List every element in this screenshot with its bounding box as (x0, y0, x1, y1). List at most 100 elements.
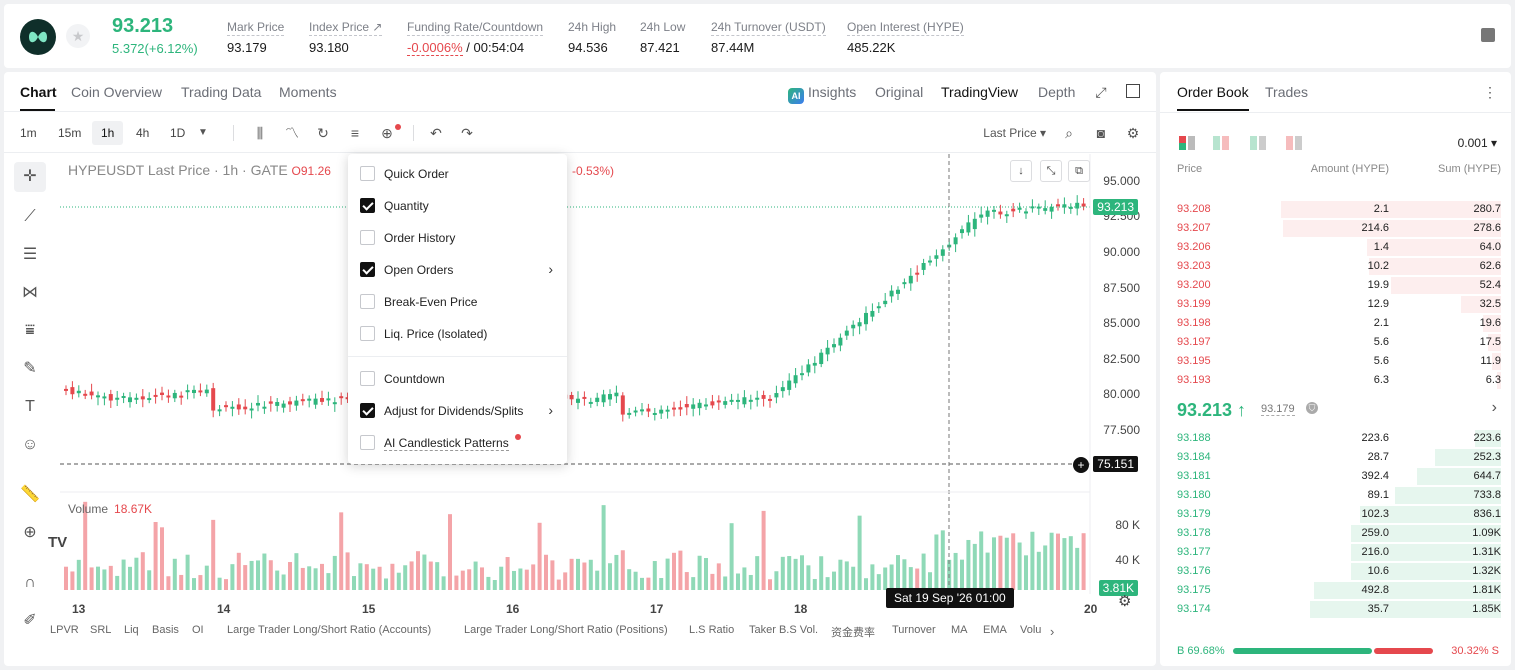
book-icon[interactable] (1481, 28, 1495, 42)
add-icon[interactable]: ⊕ (381, 125, 393, 141)
view-insights[interactable]: AI Insights (788, 84, 856, 104)
date-axis[interactable]: 13 14 15 16 17 18 20 (72, 602, 1098, 616)
bid-row[interactable]: 93.176 10.6 1.32K (1160, 562, 1511, 581)
magnet-icon[interactable]: ∩ (24, 574, 36, 591)
price-type-select[interactable]: Last Price ▾ (983, 126, 1046, 140)
tf-1h[interactable]: 1h (92, 121, 124, 145)
bid-row[interactable]: 93.174 35.7 1.85K (1160, 600, 1511, 619)
gear-icon[interactable]: ⚙ (1126, 125, 1140, 141)
tf-1d[interactable]: 1D (170, 126, 186, 140)
tab-chart[interactable]: Chart (20, 84, 57, 100)
ask-row[interactable]: 93.195 5.6 11.9 (1160, 352, 1511, 371)
camera-icon[interactable]: ◙ (1096, 125, 1106, 141)
window-icon[interactable] (1126, 84, 1140, 98)
maximize-icon[interactable]: ⧉ (1068, 160, 1090, 182)
candle (160, 392, 164, 396)
chevron-right-icon[interactable]: › (1491, 399, 1497, 416)
bids-view-icon[interactable] (1250, 136, 1266, 150)
bid-row[interactable]: 93.188 223.6 223.6 (1160, 429, 1511, 448)
bid-row[interactable]: 93.179 102.3 836.1 (1160, 505, 1511, 524)
settings-list-icon[interactable]: ≡ (350, 125, 360, 141)
menu-item-open-orders[interactable]: Open Orders › (348, 253, 567, 285)
replay-icon[interactable]: ↻ (317, 125, 329, 141)
zoom-in-icon[interactable]: ⊕ (23, 524, 37, 541)
scroll-down-icon[interactable]: ↓ (1010, 160, 1032, 182)
checkbox-checked[interactable] (360, 198, 375, 213)
bid-row[interactable]: 93.184 28.7 252.3 (1160, 448, 1511, 467)
tf-15m[interactable]: 15m (58, 126, 82, 140)
bid-row[interactable]: 93.177 216.0 1.31K (1160, 543, 1511, 562)
time-settings-icon[interactable]: ⚙ (1118, 593, 1132, 610)
col-amount: Amount (HYPE) (1310, 163, 1389, 175)
crosshair-icon[interactable]: ✛ (14, 162, 46, 192)
collapse-icon[interactable]: ⤡ (1040, 160, 1062, 182)
search-icon[interactable]: ⌕ (1065, 125, 1073, 141)
checkbox[interactable] (360, 326, 375, 341)
menu-item-quick-order[interactable]: Quick Order (348, 157, 567, 189)
trendline-icon[interactable]: ⟋ (24, 208, 36, 225)
asks-view-icon[interactable] (1213, 136, 1229, 150)
ask-row[interactable]: 93.203 10.2 62.6 (1160, 257, 1511, 276)
bid-row[interactable]: 93.178 259.0 1.09K (1160, 524, 1511, 543)
tab-moments[interactable]: Moments (279, 84, 337, 100)
brush-icon[interactable]: ✎ (23, 360, 37, 377)
menu-item-liq-price[interactable]: Liq. Price (Isolated) (348, 317, 567, 349)
fullscreen-icon[interactable]: ⤢ (1095, 84, 1107, 100)
menu-item-countdown[interactable]: Countdown (348, 362, 567, 394)
ask-row[interactable]: 93.200 19.9 52.4 (1160, 276, 1511, 295)
ask-row[interactable]: 93.199 12.9 32.5 (1160, 295, 1511, 314)
checkbox-checked[interactable] (360, 403, 375, 418)
ruler-icon[interactable]: 📏 (20, 486, 40, 503)
menu-item-order-history[interactable]: Order History (348, 221, 567, 253)
tab-trading-data[interactable]: Trading Data (181, 84, 262, 100)
tab-coin-overview[interactable]: Coin Overview (71, 84, 163, 100)
ask-row[interactable]: 93.206 1.4 64.0 (1160, 238, 1511, 257)
precision-select[interactable]: 0.001 ▾ (1457, 136, 1497, 150)
bid-row[interactable]: 93.180 89.1 733.8 (1160, 486, 1511, 505)
view-depth[interactable]: Depth (1038, 84, 1076, 100)
bid-row[interactable]: 93.175 492.8 1.81K (1160, 581, 1511, 600)
menu-item-quantity[interactable]: Quantity (348, 189, 567, 221)
tab-trades[interactable]: Trades (1265, 84, 1309, 100)
checkbox[interactable] (360, 435, 375, 450)
view-original[interactable]: Original (875, 84, 924, 100)
price-chart[interactable]: HYPEUSDT Last Price · 1h · GATE O91.26 -… (48, 154, 1148, 666)
indicators-icon[interactable]: 〽 (285, 125, 299, 141)
view-tradingview[interactable]: TradingView (941, 84, 1019, 100)
sells-view-icon[interactable] (1286, 136, 1302, 150)
volume-bar (128, 566, 132, 590)
checkbox[interactable] (360, 371, 375, 386)
checkbox-checked[interactable] (360, 262, 375, 277)
tf-1m[interactable]: 1m (20, 126, 37, 140)
ask-row[interactable]: 93.193 6.3 6.3 (1160, 371, 1511, 390)
menu-item-adjust-dividends[interactable]: Adjust for Dividends/Splits › (348, 394, 567, 426)
text-icon[interactable]: T (25, 398, 35, 415)
tf-4h[interactable]: 4h (136, 126, 150, 140)
menu-item-ai-patterns[interactable]: AI Candlestick Patterns (348, 426, 567, 458)
horizontal-lines-icon[interactable]: ☰ (22, 246, 38, 263)
menu-item-break-even[interactable]: Break-Even Price (348, 285, 567, 317)
bid-row[interactable]: 93.181 392.4 644.7 (1160, 467, 1511, 486)
redo-icon[interactable]: ↷ (461, 125, 473, 141)
candles-icon[interactable]: ⫼ (256, 125, 264, 141)
both-sides-view-icon[interactable] (1179, 136, 1195, 150)
favorite-star-icon[interactable]: ★ (66, 24, 90, 48)
ask-row[interactable]: 93.197 5.6 17.5 (1160, 333, 1511, 352)
emoji-icon[interactable]: ☺ (21, 436, 39, 453)
checkbox[interactable] (360, 294, 375, 309)
ask-row[interactable]: 93.208 2.1 280.7 (1160, 200, 1511, 219)
pattern-icon[interactable]: ⋈ (22, 284, 38, 301)
fib-icon[interactable]: ⩸ (25, 322, 35, 339)
chevron-right-icon[interactable]: › (1050, 624, 1055, 639)
chevron-down-icon[interactable]: ▼ (198, 127, 208, 138)
more-icon[interactable]: ⋮ (1483, 84, 1497, 100)
add-alert-icon[interactable]: + (1073, 457, 1089, 473)
price-axis[interactable]: 95.000 92.500 90.000 87.500 85.000 82.50… (1088, 154, 1140, 596)
tab-order-book[interactable]: Order Book (1177, 84, 1249, 100)
checkbox[interactable] (360, 230, 375, 245)
ask-row[interactable]: 93.207 214.6 278.6 (1160, 219, 1511, 238)
pencil-lock-icon[interactable]: ✐ (23, 612, 37, 629)
undo-icon[interactable]: ↶ (430, 125, 442, 141)
ask-row[interactable]: 93.198 2.1 19.6 (1160, 314, 1511, 333)
checkbox[interactable] (360, 166, 375, 181)
